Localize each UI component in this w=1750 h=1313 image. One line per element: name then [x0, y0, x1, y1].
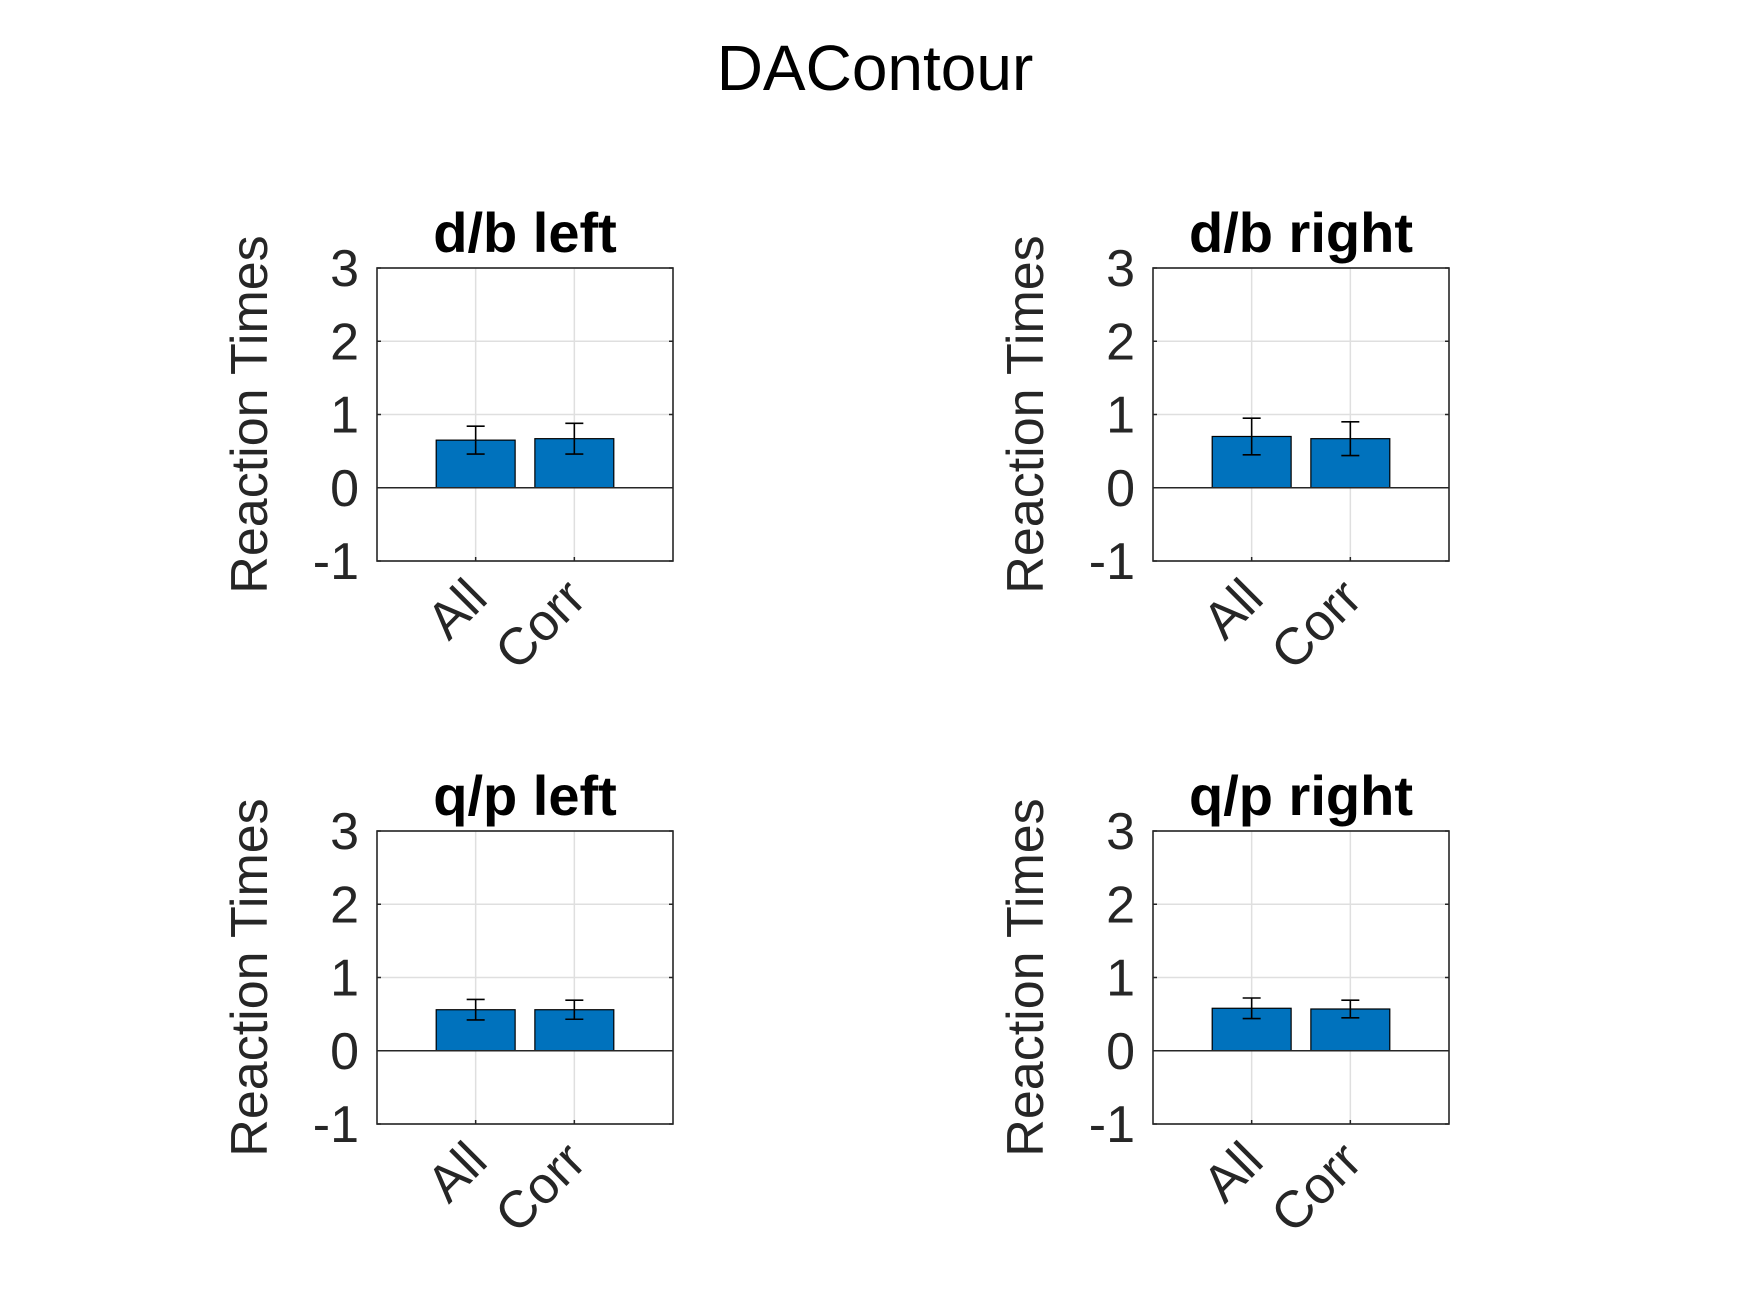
y-axis-label: Reaction Times — [997, 798, 1055, 1156]
subplot-title: q/p left — [433, 764, 617, 827]
x-tick-label: Corr — [1260, 1131, 1373, 1244]
y-tick-label: 3 — [1106, 803, 1135, 861]
subplot-title: d/b right — [1189, 201, 1413, 264]
figure-title: DAContour — [717, 32, 1034, 104]
x-tick-label: Corr — [484, 1131, 597, 1244]
y-tick-label: -1 — [313, 1096, 359, 1154]
y-tick-label: 1 — [1106, 387, 1135, 445]
subplot-title: d/b left — [433, 201, 617, 264]
subplot-title: q/p right — [1189, 764, 1413, 827]
y-tick-label: 0 — [330, 1023, 359, 1081]
y-tick-label: -1 — [1089, 1096, 1135, 1154]
y-tick-label: 3 — [1106, 240, 1135, 298]
y-tick-label: 1 — [1106, 950, 1135, 1008]
y-tick-label: 0 — [1106, 1023, 1135, 1081]
y-axis-label: Reaction Times — [997, 235, 1055, 593]
y-tick-label: -1 — [313, 533, 359, 591]
y-axis-label: Reaction Times — [221, 798, 279, 1156]
y-tick-label: 2 — [1106, 876, 1135, 934]
y-axis-label: Reaction Times — [221, 235, 279, 593]
y-tick-label: 2 — [1106, 313, 1135, 371]
y-tick-label: 3 — [330, 803, 359, 861]
y-tick-label: 3 — [330, 240, 359, 298]
y-tick-label: 0 — [330, 460, 359, 518]
x-tick-label: Corr — [484, 568, 597, 681]
y-tick-label: 1 — [330, 950, 359, 1008]
y-tick-label: 2 — [330, 876, 359, 934]
y-tick-label: 2 — [330, 313, 359, 371]
y-tick-label: 1 — [330, 387, 359, 445]
y-tick-label: -1 — [1089, 533, 1135, 591]
x-tick-label: Corr — [1260, 568, 1373, 681]
y-tick-label: 0 — [1106, 460, 1135, 518]
